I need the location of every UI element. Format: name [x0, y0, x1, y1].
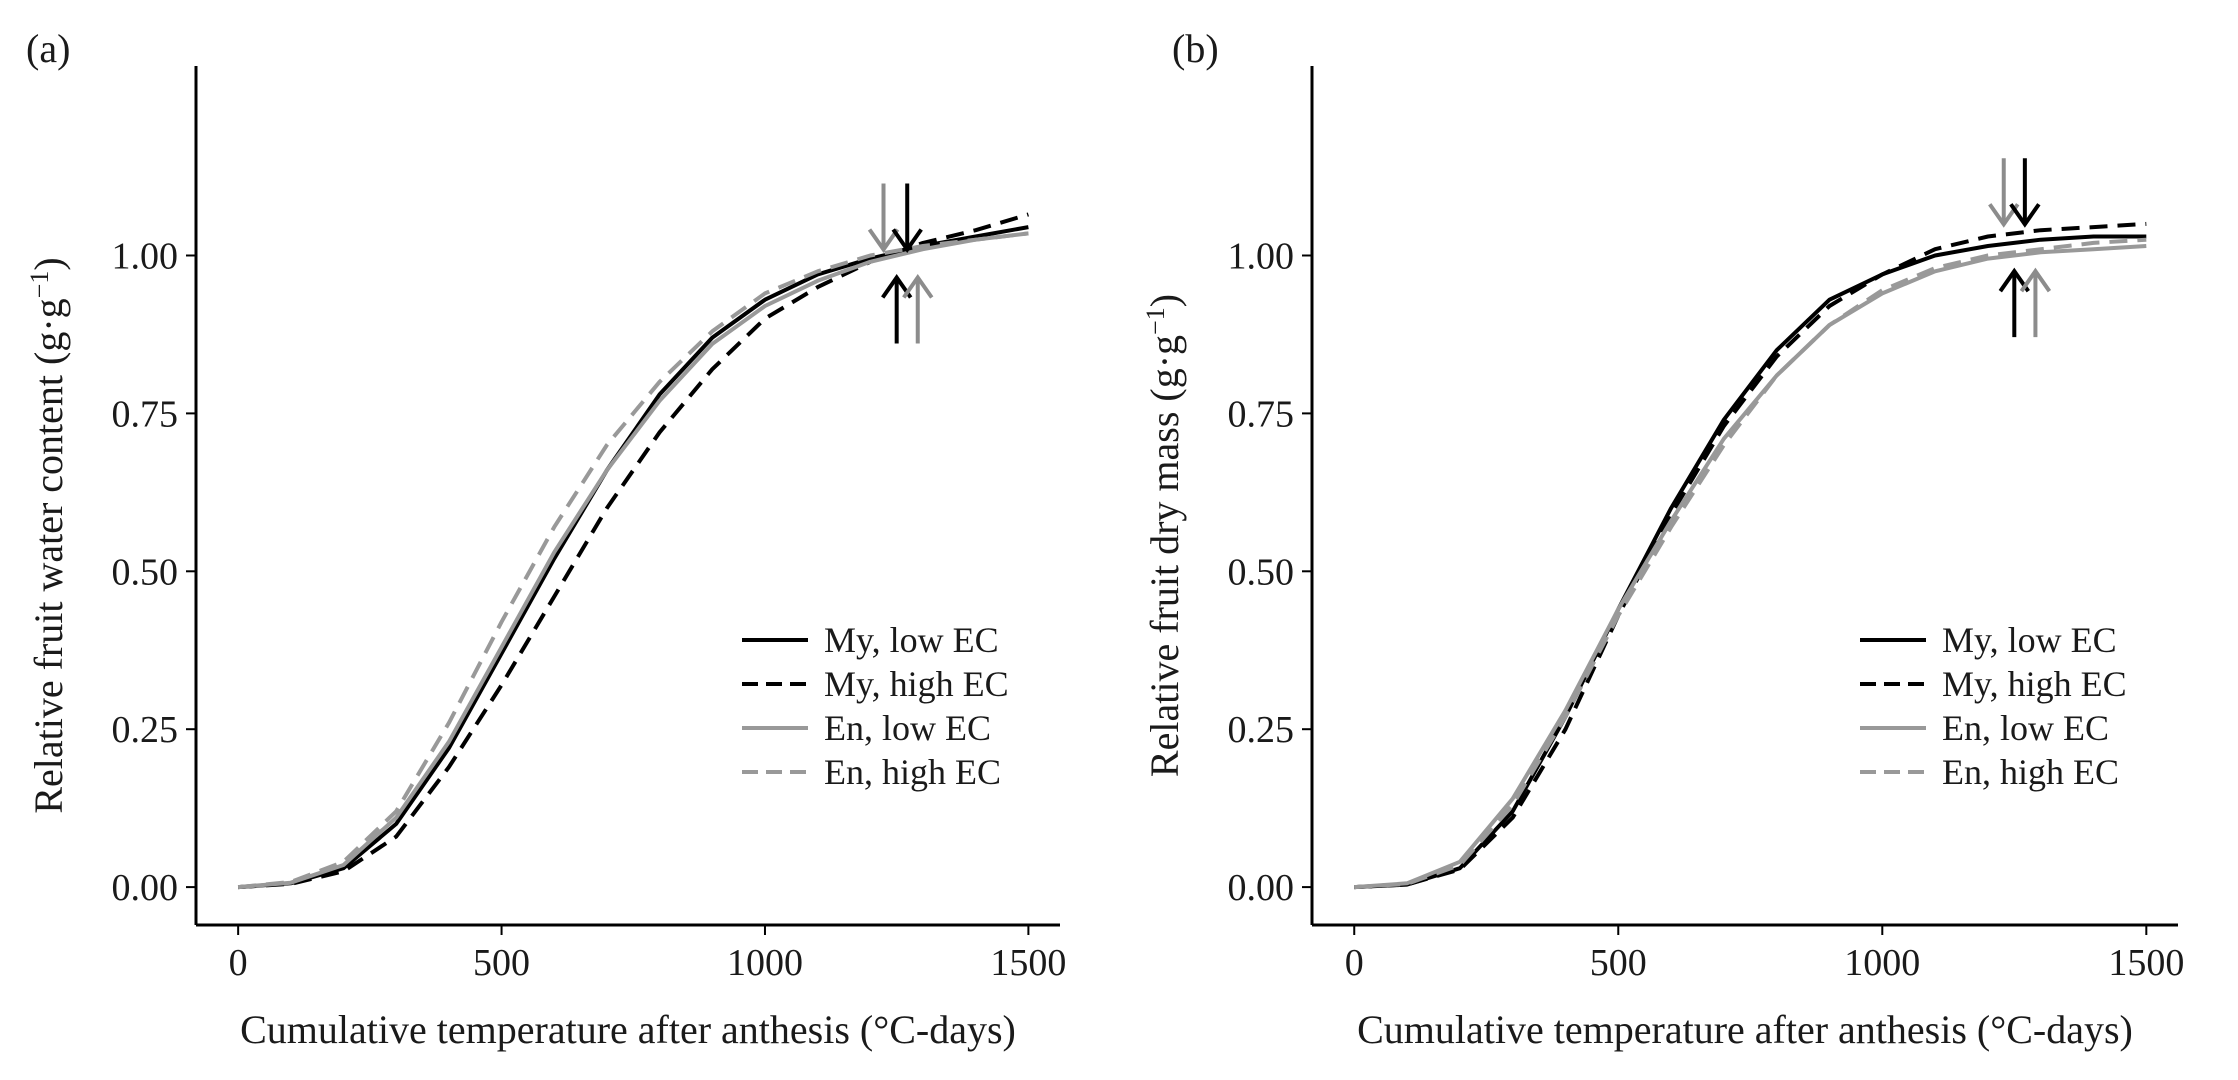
series-line: [237, 231, 1029, 890]
y-axis-title: Relative fruit water content (g·g−1): [25, 257, 72, 813]
legend-label: My, low EC: [1942, 620, 2117, 660]
legend-label: En, high EC: [1942, 752, 2119, 792]
series-line: [1354, 234, 2147, 890]
x-tick-label: 1000: [1844, 942, 1920, 984]
panel-b: (b) 0.00 0.25 0.50 0.75 1.00 0 500 1000 …: [1141, 26, 2185, 1052]
y-axis-title-close: ): [26, 257, 71, 270]
annotation-arrow-head: [891, 228, 923, 253]
annotation-arrow-head: [902, 273, 934, 299]
y-axis-title-superscript: −1: [1141, 307, 1170, 335]
legend: My, low EC My, high EC En, low EC En, hi…: [824, 620, 1009, 792]
x-tick-label: 0: [229, 942, 248, 984]
series-line: [1354, 221, 2147, 890]
y-axis-title-main: Relative fruit dry mass (g·g: [1142, 335, 1187, 777]
legend-label: En, low EC: [1942, 708, 2109, 748]
panel-label: (a): [26, 26, 70, 71]
x-tick-label: 0: [1345, 942, 1364, 984]
y-tick-label: 0.75: [1228, 393, 1295, 435]
tick-group: 0.00 0.25 0.50 0.75 1.00 0 500 1000 1500: [112, 235, 1067, 984]
y-axis-title-close: ): [1142, 294, 1187, 307]
x-tick-label: 1500: [2108, 942, 2184, 984]
annotation-arrow-head: [1988, 203, 2020, 228]
x-axis-title: Cumulative temperature after anthesis (°…: [240, 1007, 1016, 1052]
annotation-arrow-head: [1998, 267, 2030, 293]
x-tick-label: 1000: [727, 942, 803, 984]
y-axis-title-main: Relative fruit water content (g·g: [26, 298, 71, 813]
y-tick-label: 1.00: [112, 235, 179, 277]
x-tick-label: 500: [473, 942, 530, 984]
series-line: [237, 231, 1029, 890]
y-tick-label: 0.25: [1228, 709, 1295, 751]
y-tick-label: 0.75: [112, 393, 179, 435]
y-tick-label: 0.50: [1228, 551, 1295, 593]
y-tick-label: 0.50: [112, 551, 179, 593]
y-tick-label: 0.00: [112, 867, 179, 909]
legend: My, low EC My, high EC En, low EC En, hi…: [1942, 620, 2127, 792]
y-axis-title-superscript: −1: [25, 271, 54, 299]
legend-label: My, high EC: [824, 664, 1009, 704]
y-tick-label: 1.00: [1228, 235, 1295, 277]
y-axis-title: Relative fruit dry mass (g·g−1): [1141, 294, 1188, 777]
x-tick-label: 500: [1590, 942, 1647, 984]
y-tick-label: 0.00: [1228, 867, 1295, 909]
annotation-arrow-head: [867, 228, 900, 253]
panel-a: (a) 0.00 0.25 0.50 0.75 1.00 0 500 1000 …: [25, 26, 1067, 1052]
series-line: [1354, 237, 2147, 890]
legend-label: My, low EC: [824, 620, 999, 660]
annotation-arrow-head: [2019, 267, 2052, 293]
tick-group: 0.00 0.25 0.50 0.75 1.00 0 500 1000 1500: [1228, 235, 2185, 984]
panel-label: (b): [1172, 26, 1219, 71]
y-tick-label: 0.25: [112, 709, 179, 751]
x-tick-label: 1500: [990, 942, 1066, 984]
legend-label: En, high EC: [824, 752, 1001, 792]
annotation-arrow-head: [2009, 203, 2041, 228]
legend-label: My, high EC: [1942, 664, 2127, 704]
legend-label: En, low EC: [824, 708, 991, 748]
x-axis-title: Cumulative temperature after anthesis (°…: [1357, 1007, 2133, 1052]
